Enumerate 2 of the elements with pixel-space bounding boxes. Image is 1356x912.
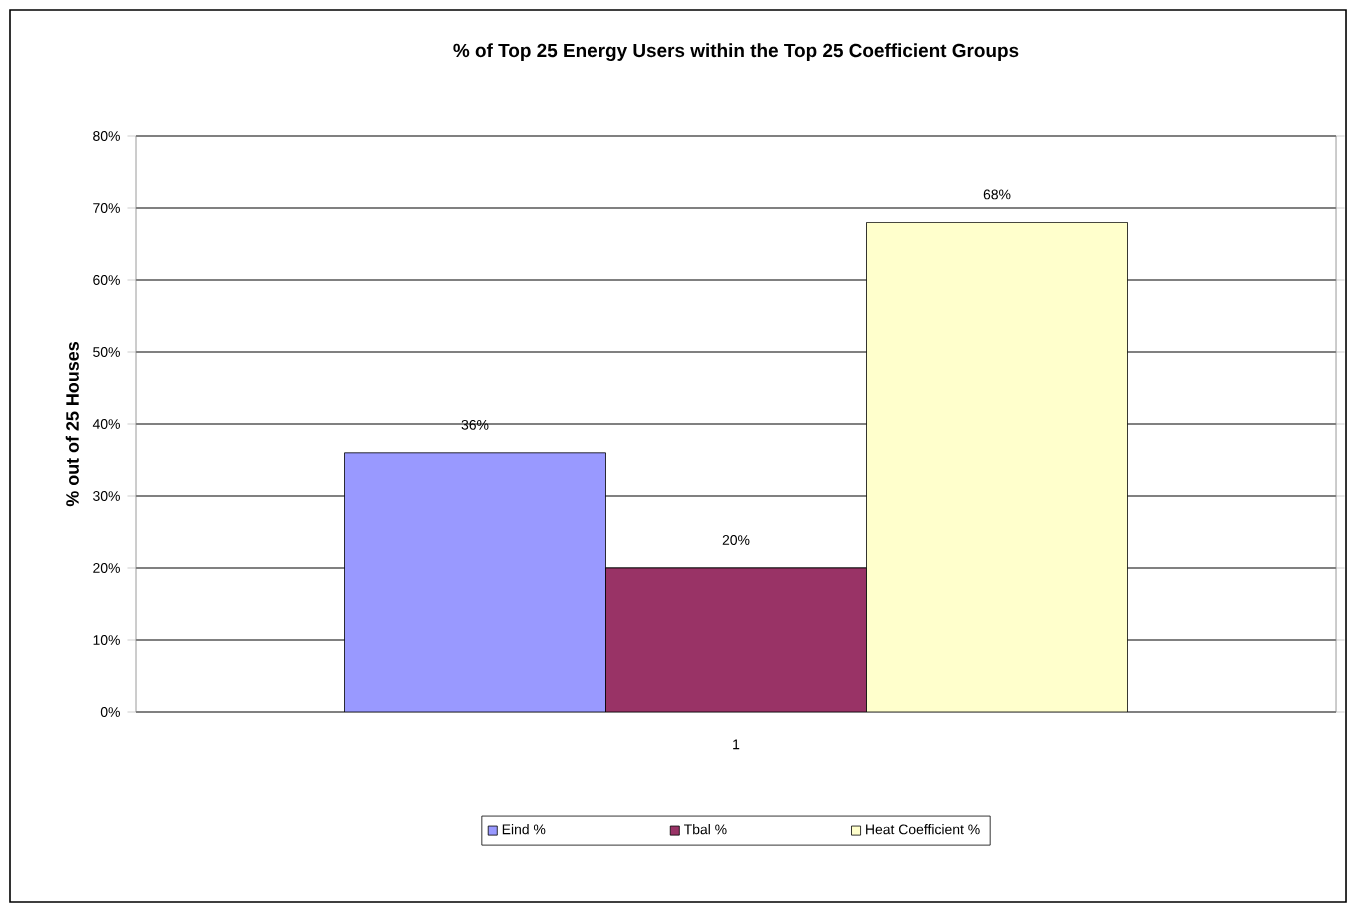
y-axis-title: % out of 25 Houses xyxy=(65,342,79,507)
chart-title: % of Top 25 Energy Users within the Top 25 Coefficient Groups xyxy=(453,43,1019,61)
